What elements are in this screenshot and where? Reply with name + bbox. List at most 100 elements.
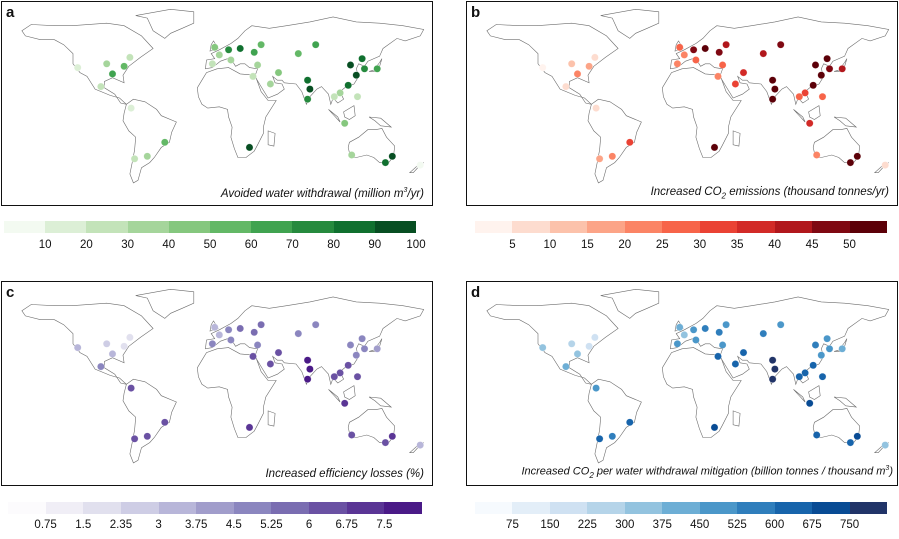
data-point-a-40 [347, 151, 356, 159]
data-point-a-5 [97, 82, 105, 91]
data-point-d-40 [812, 431, 821, 439]
colorbar-c-tick-4: 3.75 [184, 519, 208, 531]
panel-b: b Increased CO2 emissions (thousand tonn… [466, 1, 898, 206]
data-point-c-32 [373, 345, 381, 353]
data-point-b-6 [592, 104, 600, 112]
data-point-d-29 [809, 361, 817, 370]
data-point-c-6 [127, 384, 135, 392]
data-point-c-18 [253, 341, 262, 349]
data-point-d-39 [846, 438, 855, 447]
data-point-a-3 [108, 70, 117, 78]
colorbar-d-cell-9 [812, 502, 850, 514]
map-a [21, 8, 425, 184]
colorbar-a [4, 221, 417, 233]
colorbar-d-cell-7 [737, 502, 775, 514]
data-point-b-19 [714, 72, 722, 81]
data-point-a-20 [266, 80, 275, 88]
colorbar-c-tick-2: 2.35 [109, 519, 133, 531]
colorbar-d-cell-3 [587, 502, 625, 514]
colorbar-a-tick-9: 100 [406, 239, 426, 251]
colorbar-b-tick-0: 5 [509, 239, 516, 251]
colorbar-a-cell-8 [333, 221, 375, 233]
colorbar-d-cell-1 [512, 502, 550, 514]
colorbar-a-cell-5 [210, 221, 252, 233]
data-point-c-12 [224, 326, 233, 334]
data-point-b-17 [715, 48, 723, 57]
colorbar-b-tick-8: 45 [805, 239, 819, 251]
data-point-b-33 [801, 89, 809, 97]
data-point-b-5 [562, 82, 570, 91]
colorbar-c-ticks: 0.75 1.5 2.35 3 3.75 4.5 5.25 6 6.75 7.5 [8, 519, 422, 533]
data-point-c-24 [303, 356, 312, 364]
data-point-c-23 [311, 320, 320, 329]
map-b [486, 8, 890, 184]
colorbar-c-tick-3: 3 [155, 519, 162, 531]
landmass-d-10 [732, 410, 741, 427]
data-point-d-17 [715, 328, 723, 337]
data-point-b-36 [818, 92, 827, 101]
data-point-b-8 [608, 152, 617, 161]
colorbar-b-cell-4 [624, 221, 663, 233]
data-point-d-35 [805, 399, 814, 408]
data-point-d-19 [714, 352, 722, 361]
landmass-c-4 [347, 408, 396, 443]
data-point-b-32 [838, 65, 846, 73]
colorbar-a-tick-4: 50 [203, 239, 217, 251]
data-point-a-25 [306, 85, 314, 93]
colorbar-b-cell-9 [812, 221, 850, 233]
landmass-b-6 [793, 109, 806, 123]
data-point-c-1 [102, 340, 111, 348]
landmass-b-5 [600, 8, 660, 39]
data-point-c-21 [274, 348, 283, 357]
data-point-d-27 [811, 341, 820, 349]
data-point-b-13 [701, 44, 709, 53]
data-point-d-34 [795, 372, 804, 381]
data-point-a-21 [274, 68, 283, 77]
data-point-c-35 [340, 399, 349, 408]
colorbar-a-cell-3 [127, 221, 169, 233]
data-point-d-33 [801, 369, 809, 377]
colorbar-c-tick-1: 1.5 [75, 519, 92, 531]
colorbar-b-cell-1 [512, 221, 550, 233]
data-point-d-32 [838, 345, 846, 353]
data-point-c-10 [210, 323, 219, 332]
colorbar-d-cell-6 [699, 502, 738, 514]
data-point-b-27 [811, 61, 820, 69]
colorbar-b-cell-3 [587, 221, 625, 233]
data-point-c-15 [227, 336, 235, 344]
landmass-a-3 [196, 67, 277, 158]
data-point-a-8 [143, 152, 152, 161]
landmass-a-4 [347, 128, 396, 163]
landmass-a-12 [368, 116, 393, 128]
caption-b: Increased CO2 emissions (thousand tonnes… [650, 185, 889, 200]
caption-c: Increased efficiency losses (%) [265, 468, 424, 480]
colorbar-b-tick-9: 50 [843, 239, 856, 251]
data-point-a-10 [210, 43, 219, 52]
colorbar-b-tick-5: 30 [693, 239, 707, 251]
caption-d: Increased CO2 per water withdrawal mitig… [521, 465, 893, 480]
colorbar-b-cell-7 [737, 221, 775, 233]
colorbar-c-cell-3 [120, 502, 159, 514]
data-point-b-39 [846, 158, 855, 167]
colorbar-d-tick-4: 375 [652, 519, 672, 531]
landmass-b-3 [661, 67, 742, 158]
colorbar-a-cell-6 [251, 221, 293, 233]
data-point-c-39 [381, 438, 390, 447]
landmass-c-7 [343, 385, 356, 400]
colorbar-d-cell-8 [774, 502, 813, 514]
data-point-c-13 [236, 324, 244, 333]
data-point-c-40 [347, 431, 356, 439]
data-point-a-4 [126, 53, 134, 62]
data-point-d-8 [608, 432, 617, 441]
data-point-c-14 [208, 340, 217, 348]
colorbar-a-cell-2 [86, 221, 128, 233]
data-point-c-27 [346, 341, 355, 349]
data-point-a-24 [303, 76, 312, 84]
colorbar-a-cell-4 [168, 221, 211, 233]
data-point-b-10 [675, 43, 684, 52]
data-point-c-33 [336, 369, 344, 377]
data-point-a-1 [102, 60, 111, 68]
colorbar-b-ticks: 5 10 15 20 25 30 35 40 45 50 [475, 239, 887, 253]
data-point-b-0 [538, 63, 547, 72]
data-point-b-3 [573, 70, 582, 78]
